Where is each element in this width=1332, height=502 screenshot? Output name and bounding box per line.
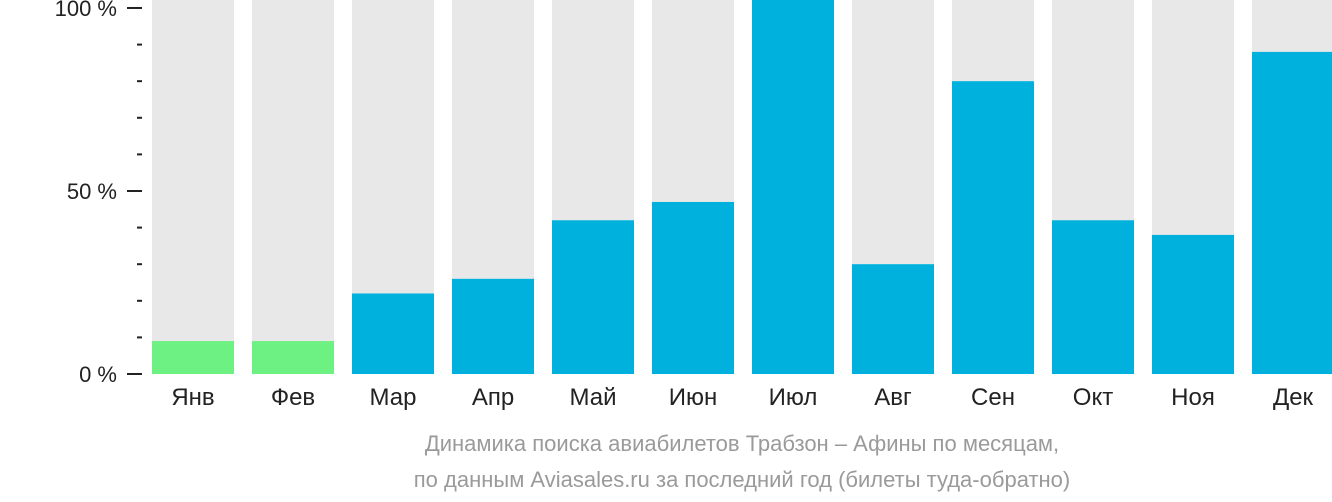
- bar-12: [1252, 51, 1332, 374]
- x-tick-label: Окт: [1073, 384, 1113, 411]
- background-bar-2: [252, 0, 334, 374]
- x-tick-label: Янв: [171, 384, 214, 411]
- bar-2: [252, 341, 334, 374]
- bar-chart: 0 % 50 % 100 % Янв Фев Мар Апр Май Июн Июл Авг Сен…: [55, 0, 1332, 411]
- x-tick-label: Фев: [271, 384, 315, 411]
- bar-1: [152, 341, 234, 374]
- x-tick-label: Дек: [1273, 384, 1314, 411]
- background-bar-1: [152, 0, 234, 374]
- value-bars: [152, 0, 1332, 375]
- y-tick-label: 50 %: [67, 179, 117, 204]
- bar-11: [1152, 234, 1234, 374]
- bar-4: [452, 278, 534, 374]
- chart-caption-line-2: по данным Aviasales.ru за последний год …: [413, 467, 1071, 492]
- bar-7: [752, 0, 834, 374]
- x-tick-label: Май: [569, 384, 616, 411]
- y-tick-label: 100 %: [55, 0, 117, 21]
- y-axis: 0 % 50 % 100 %: [55, 0, 142, 387]
- x-tick-label: Ноя: [1171, 384, 1215, 411]
- x-tick-label: Сен: [971, 384, 1015, 411]
- x-tick-label: Мар: [370, 384, 417, 411]
- bar-10: [1052, 220, 1134, 374]
- y-tick-label: 0 %: [79, 362, 117, 387]
- x-tick-label: Апр: [472, 384, 514, 411]
- x-axis-labels: Янв Фев Мар Апр Май Июн Июл Авг Сен Окт Ноя Дек: [171, 384, 1313, 411]
- bar-5: [552, 220, 634, 374]
- chart-caption-line-1: Динамика поиска авиабилетов Трабзон – Аф…: [424, 431, 1060, 456]
- bar-8: [852, 264, 934, 374]
- bar-3: [352, 293, 434, 374]
- x-tick-label: Июл: [769, 384, 818, 411]
- bar-9: [952, 81, 1034, 375]
- x-tick-label: Июн: [669, 384, 718, 411]
- bar-6: [652, 201, 734, 374]
- x-tick-label: Авг: [874, 384, 912, 411]
